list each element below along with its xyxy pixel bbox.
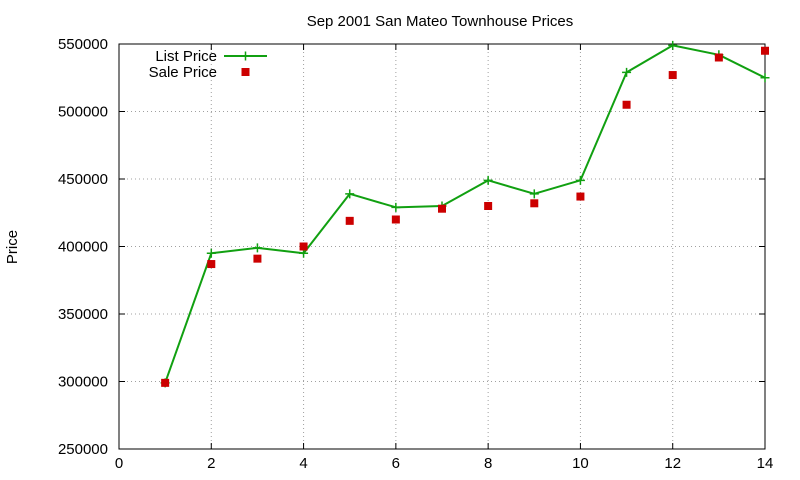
series-1 — [161, 46, 769, 387]
data-point — [345, 189, 355, 199]
y-tick-label: 300000 — [58, 374, 108, 391]
y-tick-label: 350000 — [58, 306, 108, 323]
data-point — [668, 71, 677, 80]
grid-lines — [119, 44, 765, 449]
y-tick-label: 250000 — [58, 441, 108, 458]
x-tick-label: 4 — [299, 455, 307, 472]
x-tick-label: 14 — [757, 455, 774, 472]
y-axis-label: Price — [4, 230, 21, 264]
legend-swatch-marker — [241, 68, 250, 76]
data-point — [484, 202, 493, 210]
legend-swatch-marker — [241, 51, 250, 61]
chart-title: Sep 2001 San Mateo Townhouse Prices — [307, 13, 574, 30]
data-point — [207, 260, 216, 269]
y-tick-label: 400000 — [58, 239, 108, 256]
data-point — [761, 46, 769, 55]
x-tick-label: 6 — [392, 455, 400, 472]
data-point — [252, 243, 262, 253]
y-tick-label: 550000 — [58, 36, 108, 53]
x-tick-label: 2 — [207, 455, 215, 472]
data-point — [483, 175, 493, 185]
data-point — [576, 192, 585, 201]
data-point — [760, 73, 770, 83]
legend-label: List Price — [155, 48, 217, 65]
data-point — [438, 204, 446, 213]
data-point — [161, 378, 170, 387]
data-point — [206, 248, 216, 258]
series-0 — [160, 40, 770, 388]
data-point — [299, 242, 308, 251]
data-point — [714, 53, 723, 62]
data-point — [391, 215, 400, 224]
data-point — [575, 175, 585, 185]
x-tick-label: 8 — [484, 455, 492, 472]
x-tick-label: 0 — [115, 455, 123, 472]
x-tick-label: 10 — [572, 455, 589, 472]
y-tick-label: 500000 — [58, 104, 108, 121]
data-point — [253, 254, 262, 263]
x-tick-label: 12 — [664, 455, 681, 472]
data-point — [622, 100, 631, 109]
data-point — [529, 189, 539, 199]
data-point — [530, 199, 539, 208]
data-point — [391, 202, 401, 212]
y-tick-label: 450000 — [58, 171, 108, 188]
data-point — [622, 67, 632, 77]
axes: 0 2 4 6 8 10 12 14 250000 300000 350000 400000 45000… — [58, 36, 773, 472]
series-line — [164, 44, 766, 384]
legend-label: Sale Price — [149, 64, 217, 81]
data-point — [345, 216, 354, 225]
plot-series — [160, 40, 770, 388]
data-point — [668, 40, 678, 50]
